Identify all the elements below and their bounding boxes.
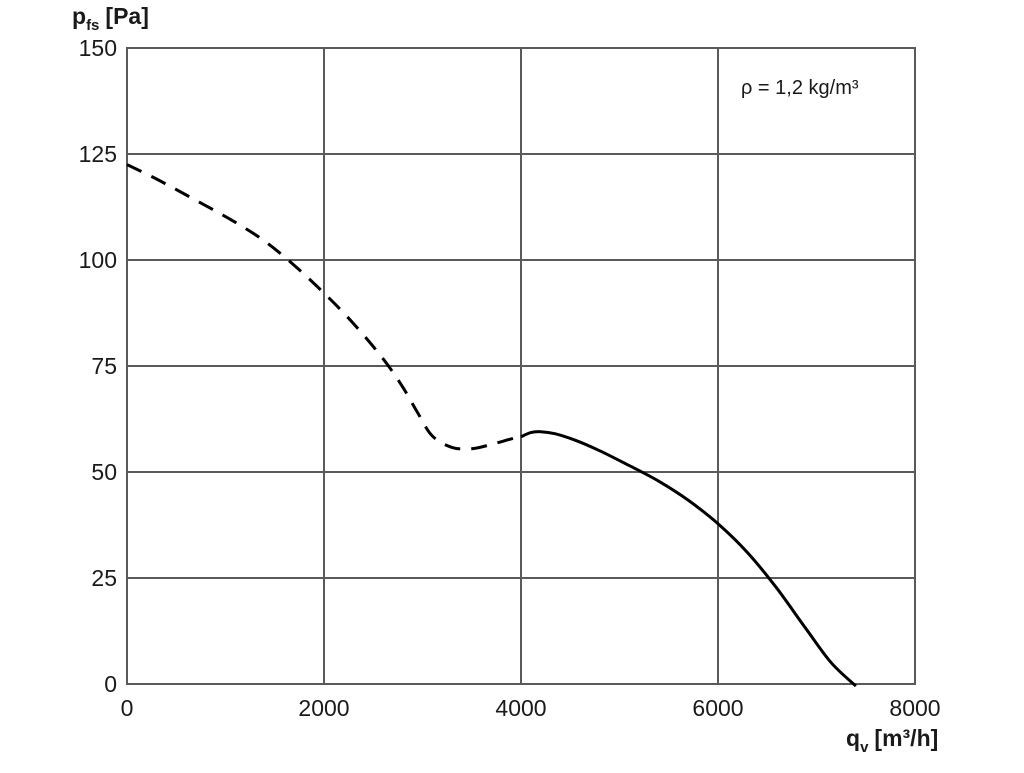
y-tick-labels: 0 25 50 75 100 125 150 (79, 35, 117, 697)
plot-frame (126, 47, 916, 685)
grid-lines (127, 48, 915, 684)
y-tick-label-150: 150 (79, 35, 117, 61)
y-tick-label-0: 0 (104, 671, 117, 697)
x-tick-label-2000: 2000 (298, 695, 349, 721)
y-axis-symbol: p (72, 3, 86, 29)
x-tick-label-0: 0 (121, 695, 134, 721)
x-tick-label-4000: 4000 (495, 695, 546, 721)
x-tick-label-6000: 6000 (692, 695, 743, 721)
x-axis-subscript: v (860, 739, 869, 756)
y-axis-unit: [Pa] (105, 3, 148, 29)
y-axis-title: pfs [Pa] (72, 3, 149, 34)
series-lines (126, 163, 857, 688)
x-axis-title: qv [m³/h] (846, 725, 938, 756)
y-tick-label-75: 75 (91, 353, 117, 379)
x-tick-labels: 0 2000 4000 6000 8000 (121, 695, 941, 721)
x-axis-unit: [m³/h] (874, 725, 938, 751)
series-line-dashed (126, 163, 522, 451)
y-axis-subscript: fs (86, 17, 99, 34)
series-line-solid (520, 430, 857, 688)
x-tick-label-8000: 8000 (889, 695, 940, 721)
y-tick-label-100: 100 (79, 247, 117, 273)
y-tick-label-50: 50 (91, 459, 117, 485)
x-axis-symbol: q (846, 725, 860, 751)
y-tick-label-125: 125 (79, 141, 117, 167)
y-tick-label-25: 25 (91, 565, 117, 591)
density-annotation: ρ = 1,2 kg/m³ (741, 77, 859, 99)
